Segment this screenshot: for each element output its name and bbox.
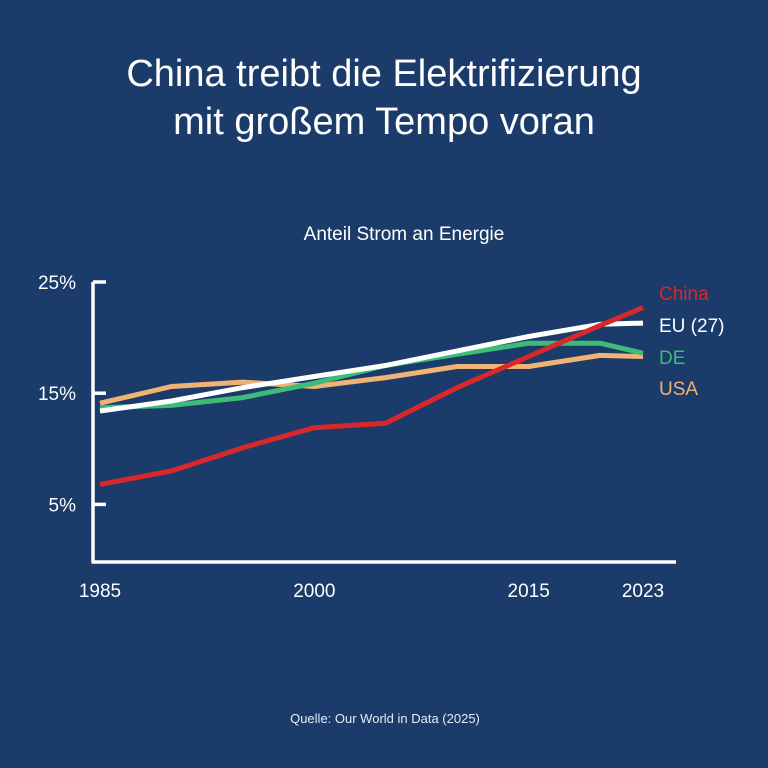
page-title: China treibt die Elektrifizierung mit gr… bbox=[0, 50, 768, 146]
source-note: Quelle: Our World in Data (2025) bbox=[290, 711, 480, 726]
y-tick-label: 25% bbox=[38, 273, 76, 294]
series-lines bbox=[99, 305, 644, 487]
title-line-1: China treibt die Elektrifizierung bbox=[126, 53, 642, 95]
legend-labels: China EU (27) DE USA bbox=[659, 284, 724, 400]
x-tick-label: 2000 bbox=[293, 581, 335, 602]
series-line-china bbox=[99, 305, 644, 487]
series-line-eu-27 bbox=[99, 320, 644, 414]
legend-label-de: DE bbox=[659, 348, 685, 369]
y-tick-label: 5% bbox=[49, 495, 77, 516]
chart-title: Anteil Strom an Energie bbox=[303, 224, 505, 245]
tick-labels: 5% 15% 25% 1985 2000 2015 2023 bbox=[38, 273, 664, 602]
legend-label-usa: USA bbox=[659, 379, 698, 400]
title-line-2: mit großem Tempo voran bbox=[173, 101, 595, 143]
y-tick-label: 15% bbox=[38, 384, 76, 405]
series-line-usa bbox=[99, 352, 644, 406]
x-tick-label: 2023 bbox=[622, 581, 664, 602]
legend-label-eu-27: EU (27) bbox=[659, 316, 724, 337]
x-tick-label: 1985 bbox=[79, 581, 121, 602]
x-tick-label: 2015 bbox=[508, 581, 550, 602]
axes bbox=[91, 280, 676, 564]
legend-label-china: China bbox=[659, 284, 709, 305]
